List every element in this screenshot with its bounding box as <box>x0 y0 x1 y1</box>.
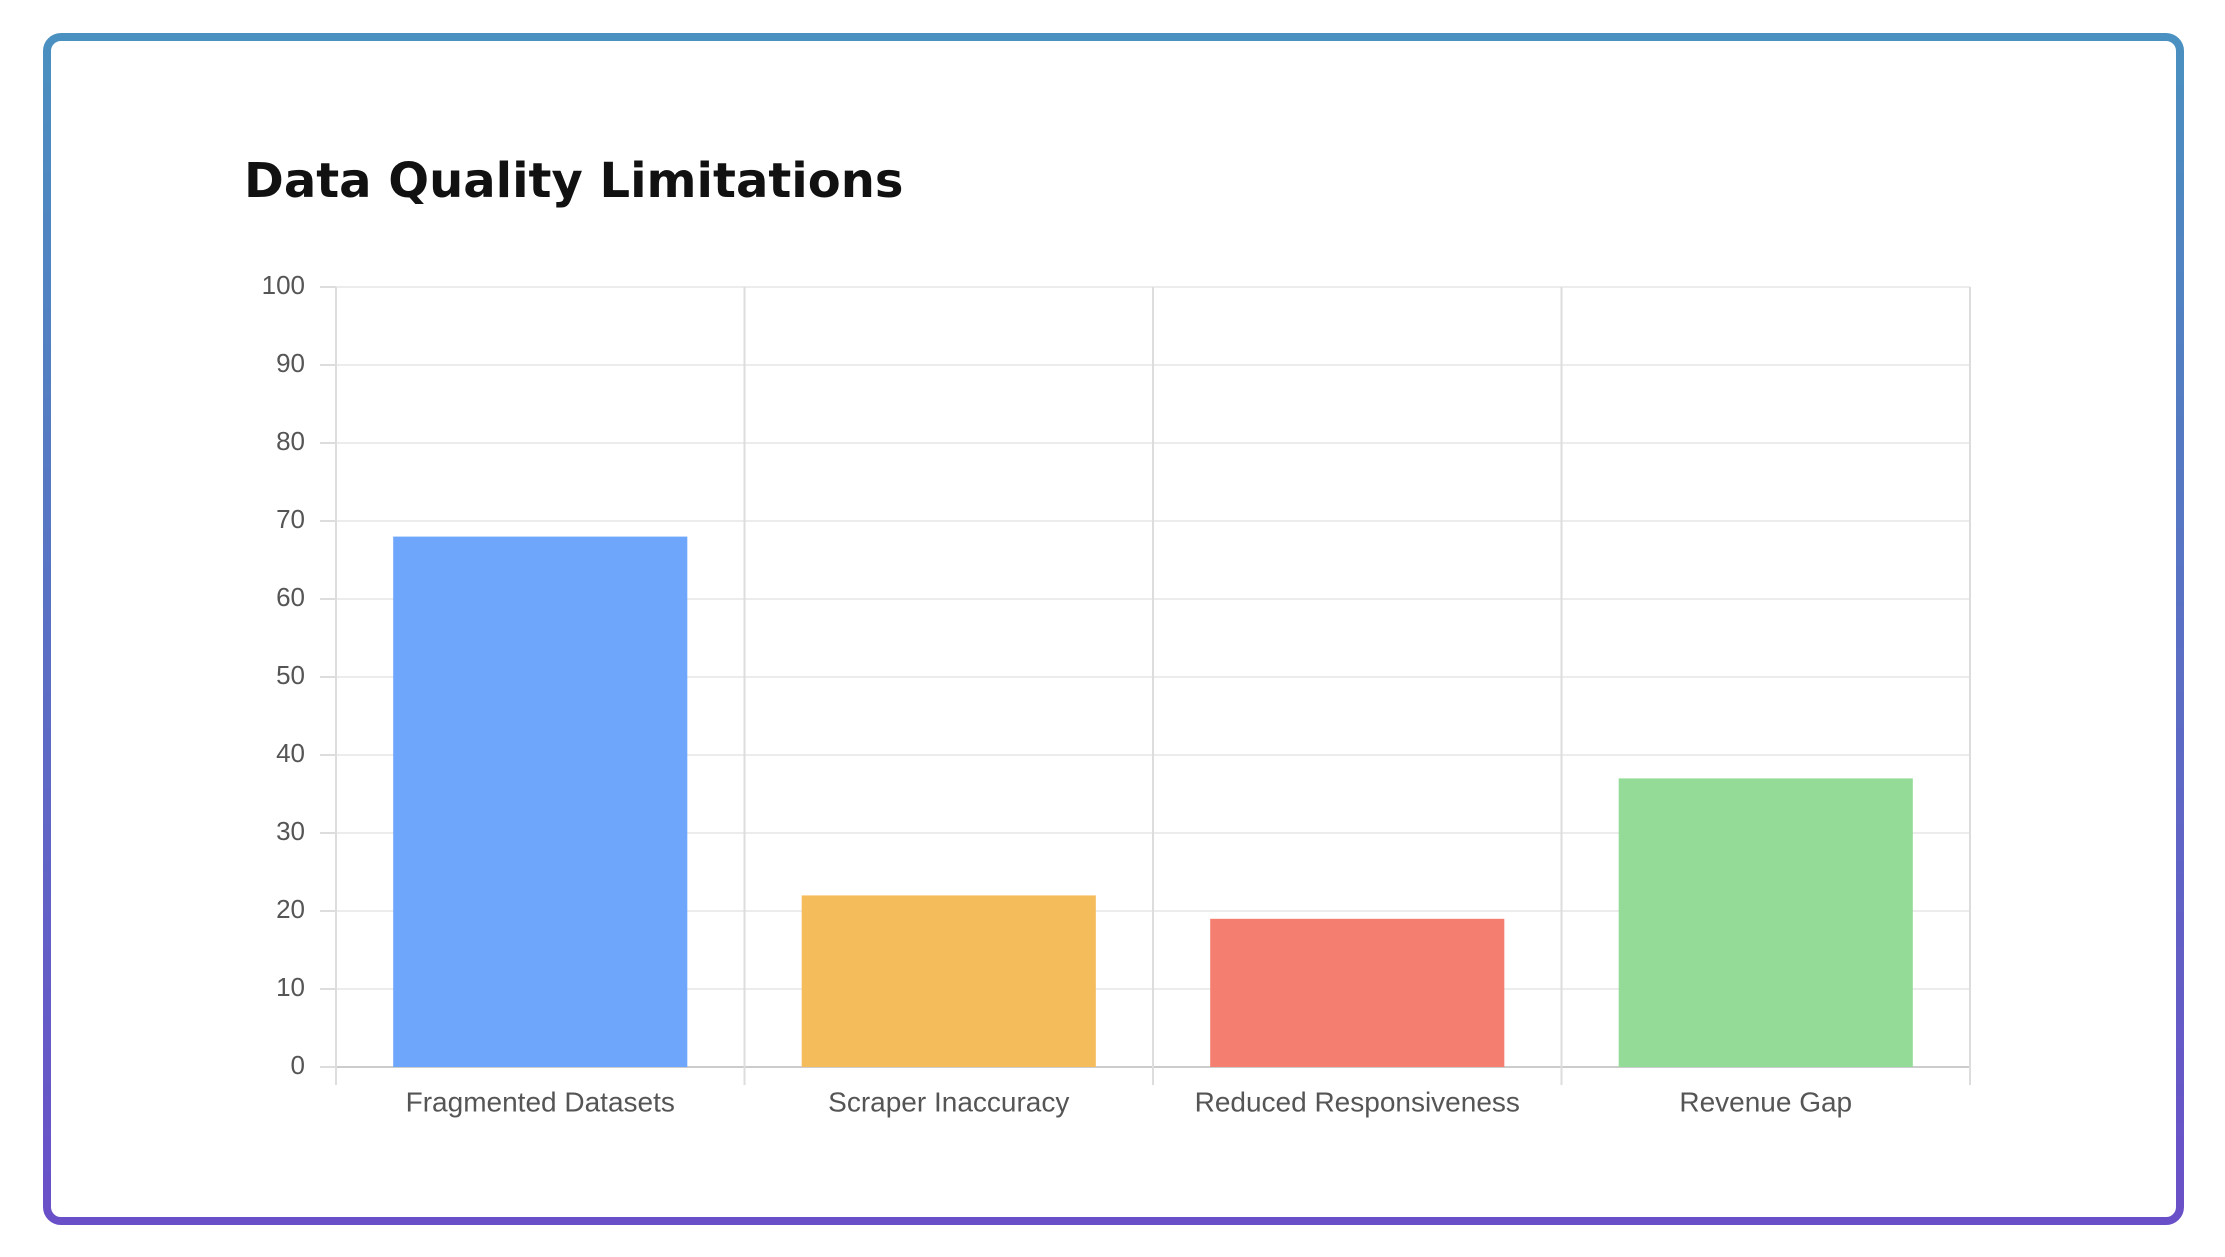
y-tick-label: 0 <box>291 1050 305 1080</box>
y-tick-label: 20 <box>276 894 305 924</box>
x-tick-label: Scraper Inaccuracy <box>828 1086 1069 1117</box>
x-tick-label: Revenue Gap <box>1679 1086 1852 1117</box>
chart: 0 10 20 30 40 50 60 70 80 90 100 Fragmented Dataset… <box>262 270 1971 1117</box>
y-tick-label: 30 <box>276 816 305 846</box>
x-tick-label: Reduced Responsiveness <box>1195 1086 1520 1117</box>
y-tick-label: 100 <box>262 270 305 300</box>
bar <box>1210 918 1505 1067</box>
y-tick-label: 10 <box>276 972 305 1002</box>
bar <box>801 895 1096 1067</box>
y-tick-label: 40 <box>276 738 305 768</box>
y-tick-label: 90 <box>276 348 305 378</box>
x-tick-label: Fragmented Datasets <box>406 1086 675 1117</box>
chart-title: Data Quality Limitations <box>244 153 903 209</box>
y-tick-label: 60 <box>276 582 305 612</box>
bar <box>1618 778 1913 1067</box>
y-tick-label: 50 <box>276 660 305 690</box>
y-tick-label: 80 <box>276 426 305 456</box>
y-tick-label: 70 <box>276 504 305 534</box>
bar <box>393 536 688 1067</box>
